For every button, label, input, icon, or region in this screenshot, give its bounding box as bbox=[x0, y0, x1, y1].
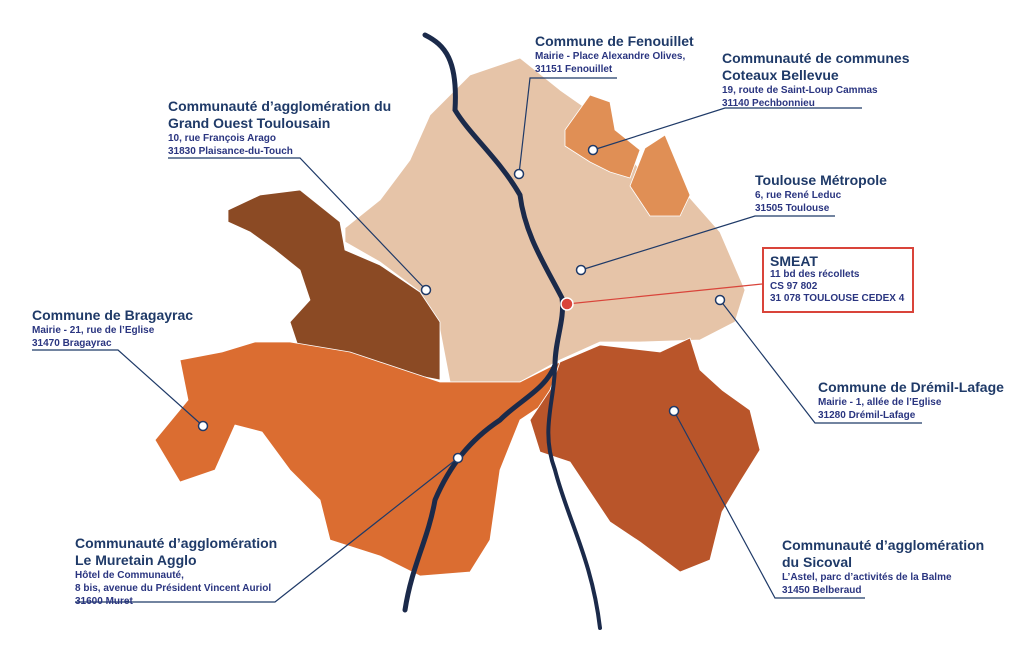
marker-toulouse[interactable] bbox=[575, 264, 587, 276]
leader-line-fenouillet bbox=[518, 77, 617, 175]
label-address: Mairie - 21, rue de l’Eglise bbox=[32, 325, 155, 336]
label-coteaux: Communauté de communes Coteaux Bellevue … bbox=[722, 50, 909, 110]
region-coteaux-bellevue[interactable] bbox=[564, 94, 641, 179]
marker-grand-ouest[interactable] bbox=[420, 284, 432, 296]
leader-line-bragayrac bbox=[32, 349, 204, 427]
label-address: 31140 Pechbonnieu bbox=[722, 98, 815, 109]
label-address: CS 97 802 bbox=[770, 281, 818, 292]
marker-fenouillet[interactable] bbox=[513, 168, 525, 180]
label-title: Le Muretain Agglo bbox=[75, 552, 197, 568]
label-title: Commune de Fenouillet bbox=[535, 33, 694, 49]
river-garonne bbox=[402, 32, 566, 613]
label-address: Mairie - 1, allée de l’Eglise bbox=[818, 397, 942, 408]
label-address: Hôtel de Communauté, bbox=[75, 570, 184, 581]
label-toulouse: Toulouse Métropole 6, rue René Leduc 315… bbox=[755, 172, 887, 215]
label-address: 31151 Fenouillet bbox=[535, 64, 613, 75]
label-title: Commune de Drémil-Lafage bbox=[818, 379, 1004, 395]
label-address: 31280 Drémil-Lafage bbox=[818, 410, 916, 421]
label-grand-ouest: Communauté d’agglomération du Grand Oues… bbox=[168, 98, 391, 158]
label-address: 31600 Muret bbox=[75, 596, 133, 607]
leader-line-grand-ouest bbox=[168, 157, 427, 291]
label-title: Coteaux Bellevue bbox=[722, 67, 839, 83]
label-title: Communauté de communes bbox=[722, 50, 910, 66]
label-dremil: Commune de Drémil-Lafage Mairie - 1, all… bbox=[818, 379, 1004, 422]
leader-line-sicoval bbox=[673, 410, 865, 599]
marker-muretain[interactable] bbox=[452, 452, 464, 464]
label-muretain: Communauté d’agglomération Le Muretain A… bbox=[75, 535, 277, 608]
label-address: 31505 Toulouse bbox=[755, 203, 830, 214]
region-sicoval[interactable] bbox=[529, 337, 761, 573]
label-address: 31470 Bragayrac bbox=[32, 338, 112, 349]
label-address: 11 bd des récollets bbox=[770, 269, 860, 280]
label-address: 31830 Plaisance-du-Touch bbox=[168, 146, 293, 157]
label-address: Mairie - Place Alexandre Olives, bbox=[535, 51, 686, 62]
label-address: L’Astel, parc d’activités de la Balme bbox=[782, 572, 952, 583]
leader-line-muretain bbox=[75, 457, 459, 603]
label-sicoval: Communauté d’agglomération du Sicoval L’… bbox=[782, 537, 984, 597]
label-address: 6, rue René Leduc bbox=[755, 190, 842, 201]
label-title: Commune de Bragayrac bbox=[32, 307, 194, 323]
label-smeat-box: SMEAT 11 bd des récollets CS 97 802 31 0… bbox=[762, 247, 914, 313]
label-fenouillet: Commune de Fenouillet Mairie - Place Ale… bbox=[535, 33, 694, 76]
label-title: Communauté d’agglomération bbox=[75, 535, 278, 551]
label-title: SMEAT bbox=[770, 253, 818, 269]
label-title: du Sicoval bbox=[782, 554, 853, 570]
label-title: Toulouse Métropole bbox=[755, 172, 887, 188]
marker-dremil[interactable] bbox=[714, 294, 726, 306]
label-title: Communauté d’agglomération du bbox=[168, 98, 392, 114]
label-address: 31 078 TOULOUSE CEDEX 4 bbox=[770, 293, 905, 304]
label-address: 31450 Belberaud bbox=[782, 585, 862, 596]
marker-bragayrac[interactable] bbox=[197, 420, 209, 432]
leader-line-coteaux bbox=[592, 107, 862, 151]
label-address: 10, rue François Arago bbox=[168, 133, 276, 144]
marker-smeat[interactable] bbox=[560, 297, 574, 311]
label-bragayrac: Commune de Bragayrac Mairie - 21, rue de… bbox=[32, 307, 193, 350]
label-title: Grand Ouest Toulousain bbox=[168, 115, 331, 131]
label-title: Communauté d’agglomération bbox=[782, 537, 985, 553]
leader-line-dremil bbox=[719, 299, 922, 424]
label-address: 8 bis, avenue du Président Vincent Aurio… bbox=[75, 583, 272, 594]
marker-sicoval[interactable] bbox=[668, 405, 680, 417]
river-ariege bbox=[546, 363, 602, 630]
region-coteaux-bellevue-east[interactable] bbox=[629, 134, 691, 217]
marker-coteaux[interactable] bbox=[587, 144, 599, 156]
label-address: 19, route de Saint-Loup Cammas bbox=[722, 85, 878, 96]
leader-line-toulouse bbox=[580, 215, 835, 271]
leader-line-smeat bbox=[566, 283, 763, 305]
